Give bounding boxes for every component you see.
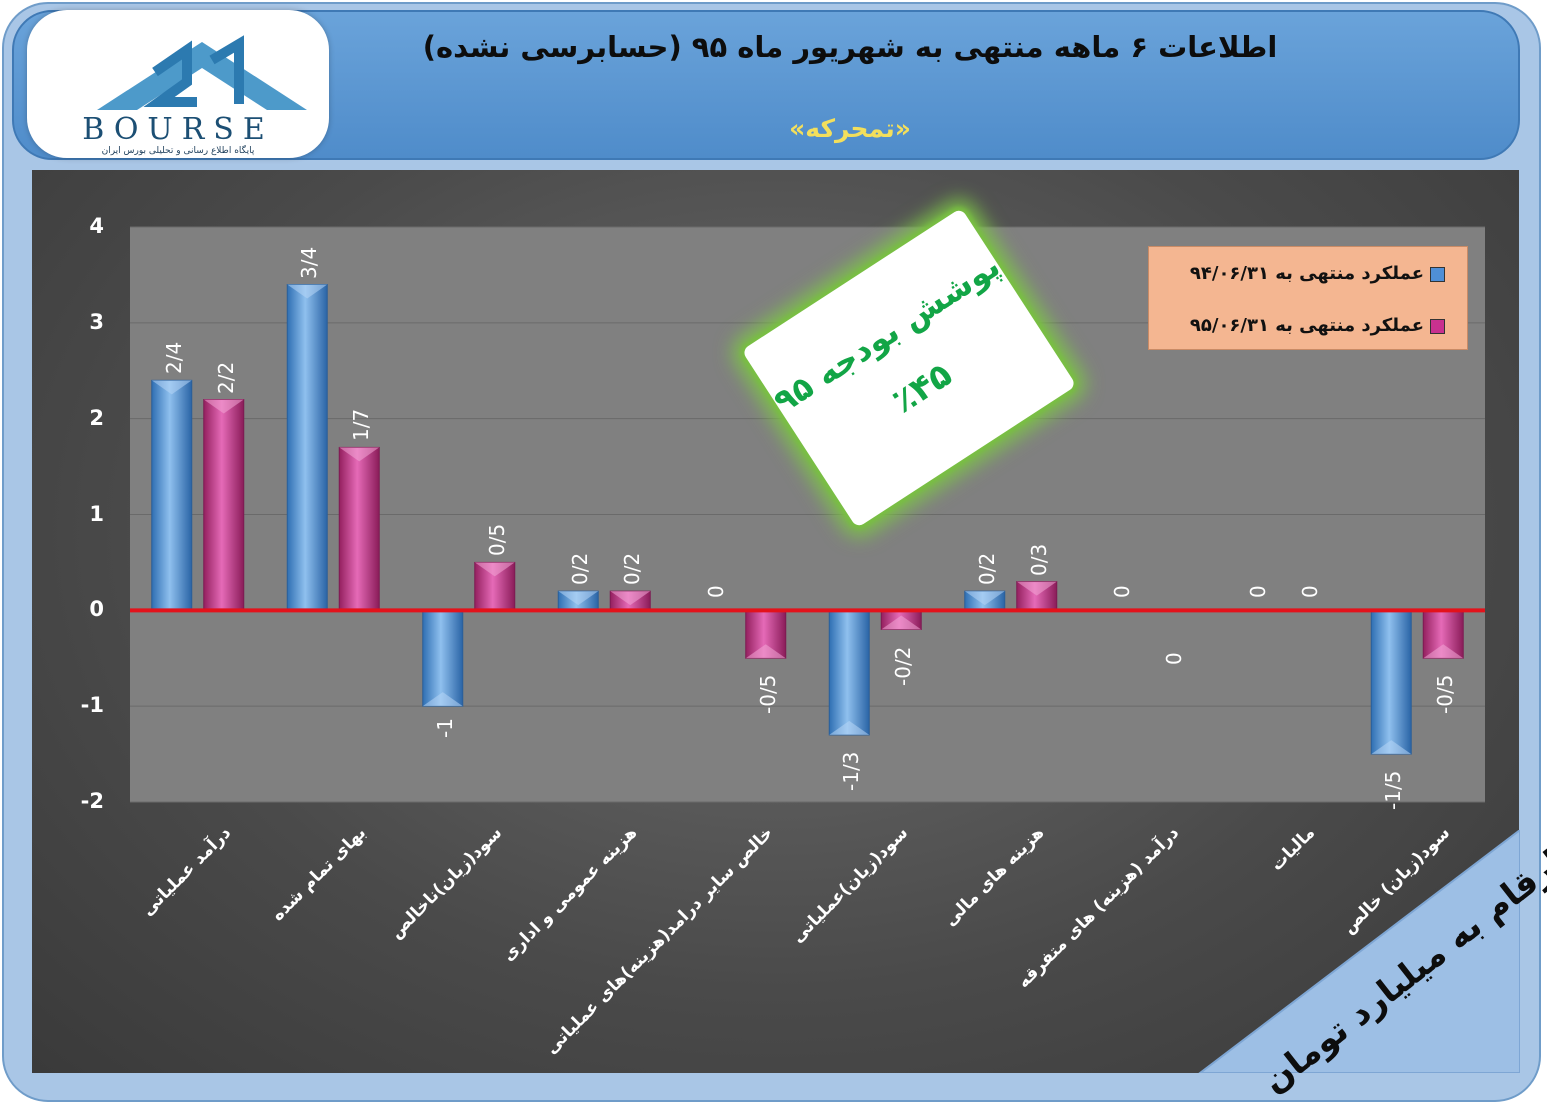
bar-series-1 bbox=[286, 284, 328, 611]
data-label: 0 bbox=[1110, 585, 1135, 599]
bar-series-1 bbox=[1370, 609, 1412, 755]
data-label: -1/5 bbox=[1381, 770, 1406, 811]
bar-bevel-series-2 bbox=[339, 447, 380, 462]
bar-bevel-series-2 bbox=[1423, 644, 1464, 659]
logo-mark-icon bbox=[97, 35, 307, 110]
bar-bevel-series-1 bbox=[964, 591, 1005, 606]
data-label: 0/2 bbox=[620, 552, 645, 586]
data-label: -0/5 bbox=[1433, 674, 1458, 715]
data-label: 0 bbox=[1297, 585, 1322, 599]
logo: BOURSE پایگاه اطلاع رسانی و تحلیلی بورس … bbox=[27, 10, 329, 158]
data-label: 2/4 bbox=[161, 342, 186, 375]
bar-bevel-series-1 bbox=[1371, 740, 1412, 755]
bar-bevel-series-1 bbox=[558, 591, 599, 606]
company-name: «تمحرکه» bbox=[789, 114, 911, 143]
bar-series-2 bbox=[338, 446, 380, 611]
bar-bevel-series-2 bbox=[1016, 581, 1057, 596]
legend-label-1: عملکرد منتهی به ۹۴/۰۶/۳۱ bbox=[1189, 263, 1424, 284]
legend-label-2: عملکرد منتهی به ۹۵/۰۶/۳۱ bbox=[1189, 315, 1424, 336]
data-label: -1/3 bbox=[839, 751, 864, 791]
y-tick-label: 0 bbox=[89, 597, 104, 622]
y-tick-label: -1 bbox=[80, 693, 104, 718]
data-label: 0/5 bbox=[484, 524, 509, 557]
bar-bevel-series-2 bbox=[203, 399, 244, 414]
y-tick-label: 4 bbox=[89, 214, 104, 238]
page-title: اطلاعات ۶ ماهه منتهی به شهریور ماه ۹۵ (ح… bbox=[422, 30, 1278, 64]
data-label: 0 bbox=[1245, 585, 1270, 599]
bar-series-2 bbox=[203, 399, 245, 611]
legend-item-2: عملکرد منتهی به ۹۵/۰۶/۳۱ bbox=[1190, 315, 1445, 336]
bar-series-1 bbox=[151, 379, 193, 611]
data-label: -0/5 bbox=[755, 674, 780, 715]
y-tick-label: 3 bbox=[89, 309, 104, 334]
unit-note-band bbox=[1180, 830, 1520, 1073]
data-label: 0/2 bbox=[974, 552, 999, 586]
y-tick-label: -2 bbox=[80, 789, 104, 813]
legend-swatch-1 bbox=[1430, 266, 1445, 282]
y-tick-label: 2 bbox=[89, 405, 104, 430]
data-label: 0/3 bbox=[1026, 543, 1051, 576]
data-label: -0/2 bbox=[891, 646, 916, 686]
bar-series-1 bbox=[828, 609, 870, 736]
legend-swatch-2 bbox=[1430, 318, 1445, 334]
unit-note-shape bbox=[1198, 830, 1520, 1073]
bar-bevel-series-1 bbox=[829, 720, 870, 735]
legend: عملکرد منتهی به ۹۴/۰۶/۳۱ عملکرد منتهی به… bbox=[1148, 246, 1468, 350]
bar-bevel-series-2 bbox=[474, 562, 515, 577]
data-label: 0 bbox=[703, 585, 728, 599]
bar-series-1 bbox=[422, 609, 464, 707]
bar-bevel-series-1 bbox=[151, 380, 192, 395]
bar-bevel-series-1 bbox=[422, 692, 463, 707]
data-label: 2/2 bbox=[213, 361, 238, 394]
bar-bevel-series-1 bbox=[287, 284, 328, 299]
data-label: 3/4 bbox=[297, 246, 322, 279]
bar-bevel-series-2 bbox=[610, 591, 651, 606]
legend-item-1: عملکرد منتهی به ۹۴/۰۶/۳۱ bbox=[1190, 263, 1445, 284]
logo-subtitle: پایگاه اطلاع رسانی و تحلیلی بورس ایران bbox=[101, 146, 255, 156]
bar-bevel-series-2 bbox=[745, 644, 786, 659]
data-label: -1 bbox=[432, 718, 457, 739]
data-label: 1/7 bbox=[349, 409, 374, 442]
logo-word: BOURSE bbox=[82, 112, 274, 147]
bar-bevel-series-2 bbox=[881, 615, 922, 630]
y-tick-label: 1 bbox=[89, 501, 104, 526]
data-label: 0/2 bbox=[568, 552, 593, 586]
data-label: 0 bbox=[1162, 652, 1187, 666]
